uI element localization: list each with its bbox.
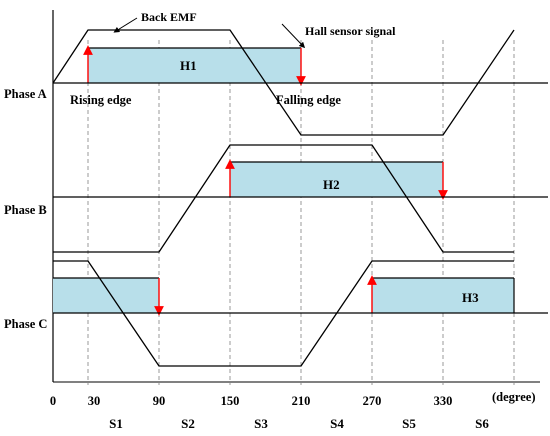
tick-label-0: 0 <box>50 394 56 408</box>
tick-label-30: 30 <box>88 394 101 408</box>
hall-h3-label: H3 <box>462 290 479 305</box>
hall-h1-label: H1 <box>180 58 197 73</box>
tick-label-330: 330 <box>434 394 453 408</box>
back-emf-label: Back EMF <box>141 10 197 24</box>
phase-a-label: Phase A <box>4 87 47 101</box>
phase-b-back-emf <box>53 144 514 253</box>
sector-s3: S3 <box>254 416 268 431</box>
x-axis-unit: (degree) <box>492 390 536 404</box>
phase-baselines <box>53 82 548 314</box>
rising-edge-label: Rising edge <box>70 93 132 107</box>
tick-label-210: 210 <box>292 394 311 408</box>
tick-label-150: 150 <box>221 394 240 408</box>
phase-b-label: Phase B <box>4 203 47 217</box>
hall-sensor-signal-label: Hall sensor signal <box>305 24 396 38</box>
phase-c-label: Phase C <box>4 317 47 331</box>
hall-pulse-edges <box>53 47 515 313</box>
phase-a-back-emf <box>52 29 515 136</box>
sector-s1: S1 <box>109 416 123 431</box>
sector-s5: S5 <box>402 416 416 431</box>
hall-sensor-pointer <box>281 23 306 49</box>
sector-s4: S4 <box>330 416 344 431</box>
tick-label-90: 90 <box>153 394 166 408</box>
hall-pulse-h1 <box>88 48 301 83</box>
tick-label-270: 270 <box>363 394 382 408</box>
sector-s6: S6 <box>475 416 489 431</box>
falling-edge-label: Falling edge <box>276 93 341 107</box>
hall-pulse-h3-left <box>53 278 159 313</box>
hall-h2-label: H2 <box>323 177 340 192</box>
hall-pulse-h3-right <box>372 278 514 313</box>
back-emf-pointer <box>113 17 138 33</box>
sector-s2: S2 <box>181 416 195 431</box>
degree-guide-lines <box>87 40 515 385</box>
hall-pulse-h2 <box>230 162 443 197</box>
hall-edge-arrows <box>83 45 448 316</box>
phase-c-back-emf <box>53 260 514 367</box>
